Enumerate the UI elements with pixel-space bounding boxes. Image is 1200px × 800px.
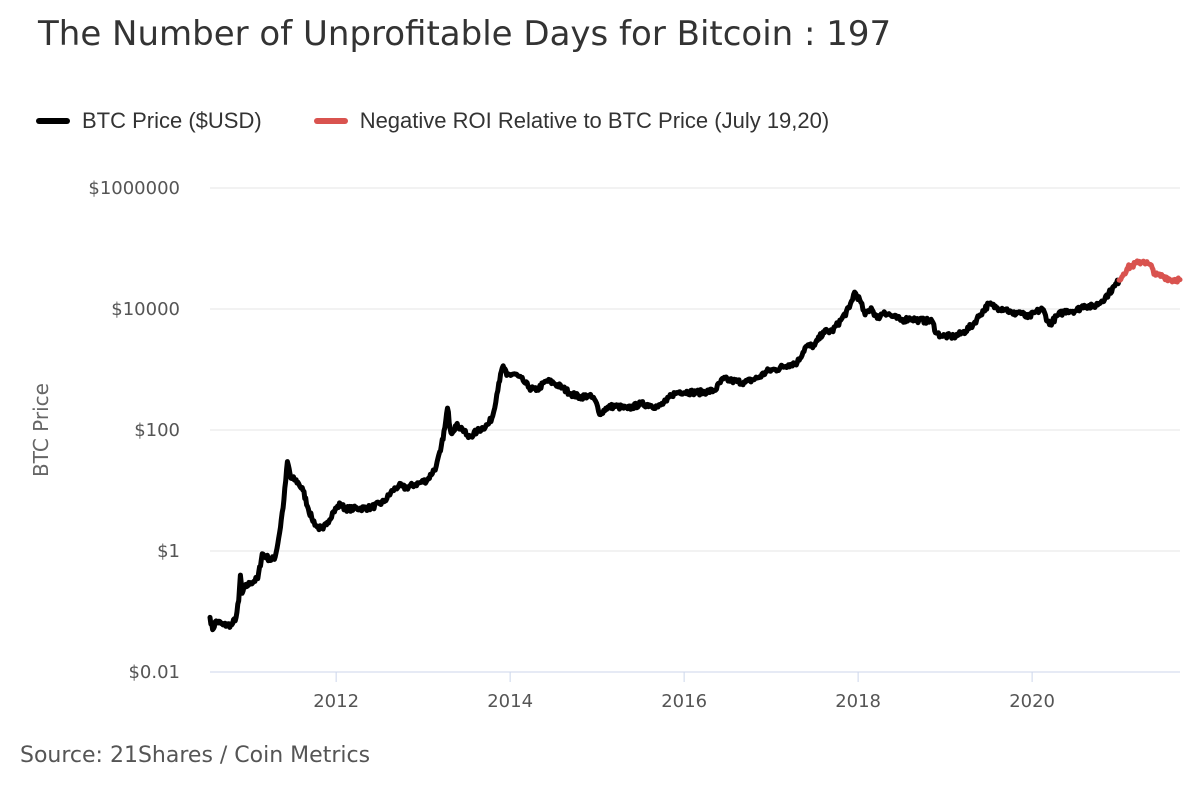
x-tick-label: 2012 [313,691,359,712]
y-tick-label: $0.01 [128,662,180,683]
legend-label-btc-price: BTC Price ($USD) [82,108,262,133]
tick-layer: $0.01 $1 $100 $10000 $1000000 2012 2014 2016 201… [88,178,1055,712]
x-tick-label: 2018 [835,691,881,712]
x-tick-label: 2020 [1009,691,1055,712]
source-note: Source: 21Shares / Coin Metrics [20,743,371,768]
legend: BTC Price ($USD) Negative ROI Relative t… [36,108,881,134]
y-tick-label: $10000 [111,299,180,320]
series-line-negative-roi[interactable] [1116,258,1183,285]
legend-swatch-negative-roi [313,118,348,124]
grid-layer [210,187,1180,673]
chart-title: The Number of Unprofitable Days for Bitc… [38,14,892,54]
series-layer [207,258,1183,633]
y-tick-label: $1 [157,541,180,562]
y-axis-title: BTC Price [29,383,53,477]
x-tick-label: 2016 [661,691,707,712]
legend-item-negative-roi[interactable]: Negative ROI Relative to BTC Price (July… [313,108,830,134]
series-line-btc-price[interactable] [207,277,1122,633]
x-tick-label: 2014 [487,691,533,712]
legend-swatch-btc-price [36,118,70,124]
y-tick-label: $100 [134,420,180,441]
y-tick-label: $1000000 [88,178,180,199]
legend-item-btc-price[interactable]: BTC Price ($USD) [36,108,262,134]
legend-label-negative-roi: Negative ROI Relative to BTC Price (July… [359,108,830,133]
